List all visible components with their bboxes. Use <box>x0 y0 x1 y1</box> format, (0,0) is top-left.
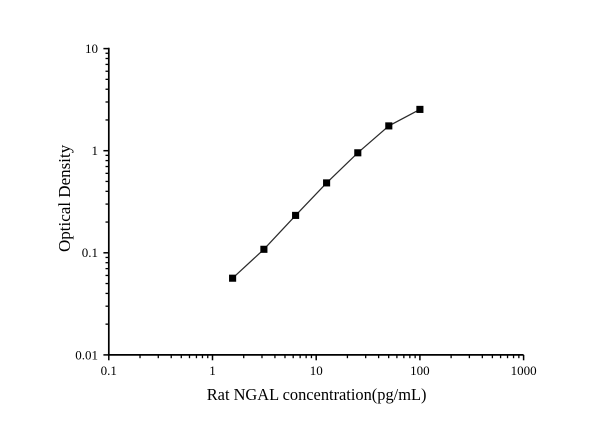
svg-text:1: 1 <box>209 363 216 378</box>
svg-text:10: 10 <box>85 41 98 56</box>
svg-text:10: 10 <box>310 363 323 378</box>
svg-text:Optical Density: Optical Density <box>55 144 74 252</box>
svg-text:0.1: 0.1 <box>82 245 98 260</box>
svg-text:1: 1 <box>92 143 99 158</box>
svg-text:Rat NGAL concentration(pg/mL): Rat NGAL concentration(pg/mL) <box>207 385 427 404</box>
svg-text:1000: 1000 <box>511 363 537 378</box>
svg-text:0.1: 0.1 <box>101 363 117 378</box>
svg-text:0.01: 0.01 <box>75 347 98 362</box>
svg-text:100: 100 <box>410 363 430 378</box>
